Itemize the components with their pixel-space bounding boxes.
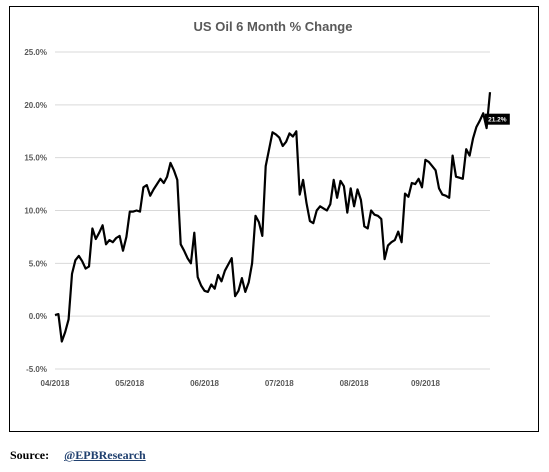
annotation-label: 21.2% <box>488 117 507 124</box>
y-tick-label: 20.0% <box>24 101 47 110</box>
chart-frame <box>9 6 539 432</box>
y-tick-label: 5.0% <box>29 259 47 268</box>
x-tick-label: 07/2018 <box>265 379 294 388</box>
x-tick-label: 05/2018 <box>115 379 144 388</box>
x-axis-ticks: 04/2018 05/2018 06/2018 07/2018 08/2018 09/20… <box>41 379 441 388</box>
y-axis-ticks: -5.0% 0.0% 5.0% 10.0% 15.0% 20.0% 25.0% <box>24 48 47 374</box>
series-line <box>54 92 492 343</box>
annotations: 21.2% <box>484 113 510 125</box>
x-tick-label: 09/2018 <box>411 379 440 388</box>
y-tick-label: 15.0% <box>24 154 47 163</box>
chart-title: US Oil 6 Month % Change <box>194 19 353 34</box>
x-tick-label: 04/2018 <box>41 379 70 388</box>
y-tick-label: 10.0% <box>24 207 47 216</box>
annotation-box <box>484 113 510 125</box>
x-tick-label: 08/2018 <box>340 379 369 388</box>
source-line: Source: @EPBResearch <box>10 448 146 463</box>
y-tick-label: 25.0% <box>24 48 47 57</box>
y-tick-label: 0.0% <box>29 312 47 321</box>
y-tick-label: -5.0% <box>26 365 47 374</box>
series-layer <box>54 92 492 343</box>
x-tick-label: 06/2018 <box>190 379 219 388</box>
source-label: Source: <box>10 448 50 462</box>
source-handle-link[interactable]: @EPBResearch <box>64 448 146 462</box>
gridlines <box>55 51 490 370</box>
